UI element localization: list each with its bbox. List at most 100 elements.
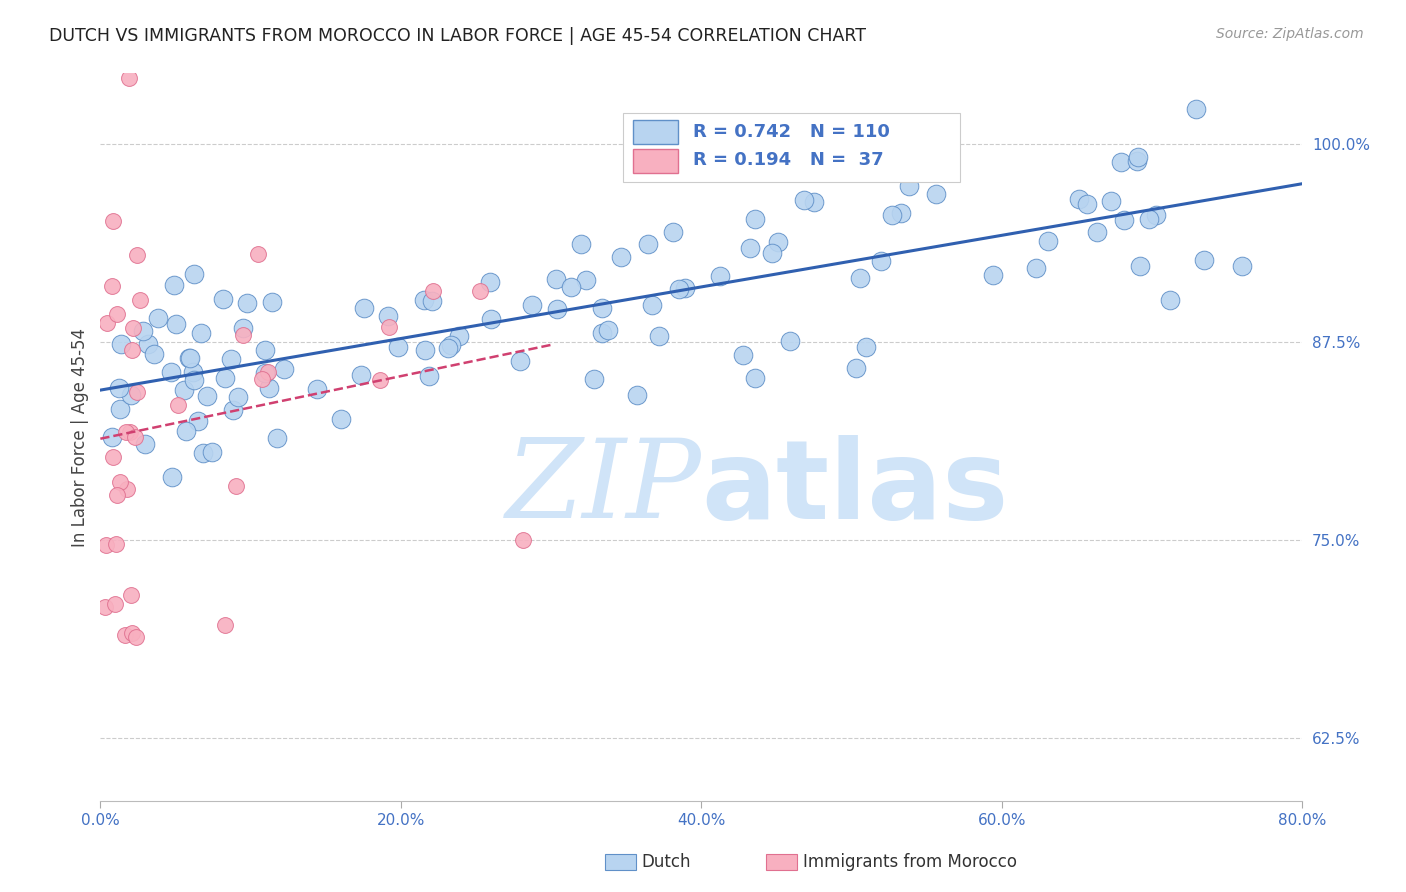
Text: DUTCH VS IMMIGRANTS FROM MOROCCO IN LABOR FORCE | AGE 45-54 CORRELATION CHART: DUTCH VS IMMIGRANTS FROM MOROCCO IN LABO… [49,27,866,45]
Point [1137,211,1160,226]
FancyBboxPatch shape [633,150,679,173]
Point [744,371,766,385]
Point [120,425,142,439]
Point [132,324,155,338]
Point [163,278,186,293]
Point [134,436,156,450]
Point [330,412,353,426]
Point [260,295,283,310]
Point [641,297,664,311]
Point [117,482,139,496]
Y-axis label: In Labor Force | Age 45-54: In Labor Force | Age 45-54 [72,327,89,547]
Point [1111,154,1133,169]
Point [880,208,903,222]
Point [440,337,463,351]
Point [350,368,373,383]
Point [226,390,249,404]
Point [1184,102,1206,116]
Point [214,618,236,632]
Point [120,588,142,602]
Point [1126,154,1149,169]
Point [744,211,766,226]
Point [101,278,124,293]
Point [108,381,131,395]
Text: ZIP: ZIP [505,434,702,541]
Point [569,237,592,252]
Point [368,373,391,387]
Point [413,343,436,357]
Point [420,293,443,308]
Point [436,341,458,355]
Point [509,353,531,368]
Point [257,365,280,379]
Point [377,319,399,334]
Point [167,398,190,412]
Point [121,626,143,640]
Point [546,272,568,286]
Point [104,597,127,611]
Point [122,321,145,335]
Point [190,326,212,340]
Point [273,362,295,376]
Point [253,366,276,380]
Point [177,351,200,365]
Text: Immigrants from Morocco: Immigrants from Morocco [803,853,1017,871]
Point [1085,225,1108,239]
Point [353,301,375,316]
Point [257,380,280,394]
Point [1099,194,1122,208]
Point [709,269,731,284]
Text: R = 0.194   N =  37: R = 0.194 N = 37 [693,152,883,169]
Point [187,414,209,428]
Point [179,351,201,366]
Point [105,536,128,550]
Point [879,136,901,151]
Point [1144,208,1167,222]
Point [105,307,128,321]
Point [733,348,755,362]
Point [219,351,242,366]
Point [124,430,146,444]
Point [449,329,471,343]
Point [596,323,619,337]
Point [225,479,247,493]
Point [160,470,183,484]
Point [101,450,124,465]
Point [610,250,633,264]
Point [174,424,197,438]
Point [560,280,582,294]
FancyBboxPatch shape [623,113,960,182]
Point [422,284,444,298]
Point [266,431,288,445]
Point [146,311,169,326]
Point [125,248,148,262]
Point [377,310,399,324]
Point [120,388,142,402]
Text: Dutch: Dutch [641,853,690,871]
FancyBboxPatch shape [633,120,679,144]
Point [849,270,872,285]
Point [768,235,790,249]
Point [1036,234,1059,248]
Point [668,282,690,296]
Point [845,361,868,376]
Point [981,268,1004,282]
Point [637,237,659,252]
Point [1067,192,1090,206]
Point [110,336,132,351]
Point [779,334,801,348]
Point [1159,293,1181,308]
Point [103,214,125,228]
Point [591,326,613,341]
Point [125,385,148,400]
Point [173,383,195,397]
Point [235,296,257,310]
Point [212,293,235,307]
Point [160,365,183,379]
Point [125,630,148,644]
Point [183,372,205,386]
Point [803,194,825,209]
Point [115,425,138,439]
Point [1112,213,1135,227]
Point [575,273,598,287]
